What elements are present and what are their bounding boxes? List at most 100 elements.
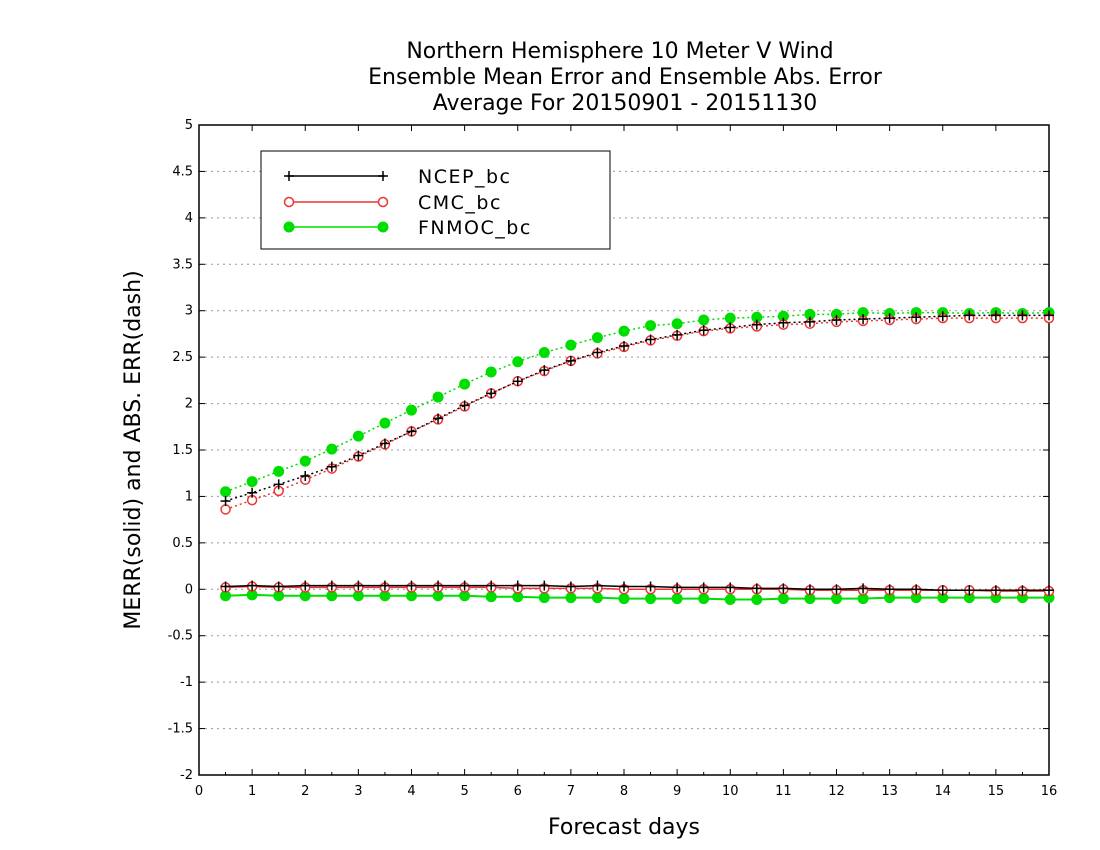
- abserr-point-ncep_bc: [486, 388, 497, 399]
- abserr-point-fnmoc_bc: [352, 430, 364, 442]
- legend-marker-ncep_bc: [378, 171, 388, 181]
- legend-marker-fnmoc_bc: [377, 221, 389, 233]
- merr-point-ncep_bc: [539, 580, 550, 591]
- merr-point-ncep_bc: [858, 583, 869, 594]
- abserr-point-fnmoc_bc: [565, 339, 577, 351]
- merr-point-fnmoc_bc: [671, 593, 683, 605]
- x-tick-label: 14: [934, 784, 951, 799]
- y-tick-label: -1: [180, 675, 193, 690]
- merr-point-ncep_bc: [698, 582, 709, 593]
- x-tick-label: 3: [354, 784, 362, 799]
- y-tick-label: 0.5: [172, 536, 193, 551]
- merr-point-ncep_bc: [433, 580, 444, 591]
- legend: NCEP_bc CMC_bc FNMOC_bc: [260, 150, 611, 250]
- abserr-point-ncep_bc: [326, 461, 337, 472]
- x-tick-label: 9: [673, 784, 681, 799]
- title-line-3: Average For 20150901 - 20151130: [433, 91, 818, 116]
- y-tick-label: 3.5: [172, 257, 193, 272]
- x-axis-ticks: 0 1 2 3 4 5 6 7 8 9 10 11 12 13 14 15 16: [195, 125, 1057, 799]
- abserr-point-ncep_bc: [831, 315, 842, 325]
- merr-point-ncep_bc: [911, 584, 922, 595]
- legend-marker-fnmoc_bc: [283, 221, 295, 233]
- merr-point-fnmoc_bc: [538, 592, 550, 604]
- merr-point-fnmoc_bc: [645, 593, 657, 605]
- merr-point-ncep_bc: [645, 581, 656, 592]
- abserr-point-ncep_bc: [619, 341, 629, 351]
- abserr-point-ncep_bc: [698, 325, 709, 336]
- abserr-point-ncep_bc: [645, 334, 656, 345]
- abserr-point-ncep_bc: [459, 400, 470, 411]
- abserr-point-ncep_bc: [247, 487, 258, 498]
- x-tick-label: 2: [301, 784, 309, 799]
- abserr-point-fnmoc_bc: [273, 465, 285, 477]
- abserr-point-fnmoc_bc: [512, 356, 524, 368]
- legend-item-cmc_bc: CMC_bc: [283, 192, 502, 214]
- abserr-point-fnmoc_bc: [459, 378, 471, 390]
- y-tick-label: 0: [185, 582, 193, 597]
- merr-point-ncep_bc: [619, 581, 629, 592]
- abserr-point-ncep_bc: [911, 312, 922, 323]
- y-tick-label: 1.5: [172, 443, 193, 458]
- abserr-point-ncep_bc: [1017, 310, 1028, 321]
- merr-point-ncep_bc: [592, 580, 603, 591]
- merr-point-ncep_bc: [273, 581, 284, 592]
- abserr-point-fnmoc_bc: [724, 312, 736, 324]
- x-axis-label: Forecast days: [548, 815, 700, 840]
- legend-label-ncep_bc: NCEP_bc: [418, 166, 511, 188]
- x-tick-label: 1: [248, 784, 256, 799]
- merr-point-fnmoc_bc: [751, 594, 763, 605]
- x-tick-label: 0: [195, 784, 203, 799]
- abserr-point-ncep_bc: [565, 355, 576, 366]
- merr-point-ncep_bc: [512, 580, 523, 591]
- merr-point-ncep_bc: [406, 580, 417, 591]
- merr-line-fnmoc_bc: [225, 593, 1049, 601]
- abserr-point-ncep_bc: [1044, 310, 1054, 321]
- series-fnmoc_bc: [220, 307, 1055, 605]
- merr-point-ncep_bc: [672, 582, 683, 593]
- abserr-point-ncep_bc: [804, 316, 815, 327]
- y-tick-label: 3: [185, 304, 193, 319]
- legend-item-fnmoc_bc: FNMOC_bc: [283, 217, 530, 239]
- abserr-point-fnmoc_bc: [379, 417, 391, 429]
- merr-point-ncep_bc: [300, 580, 311, 591]
- abserr-point-fnmoc_bc: [299, 455, 311, 467]
- merr-point-ncep_bc: [990, 585, 1001, 596]
- y-tick-label: -2: [180, 768, 193, 783]
- abserr-point-ncep_bc: [884, 313, 895, 324]
- abserr-line-cmc_bc: [225, 317, 1049, 511]
- abserr-line-ncep_bc: [225, 314, 1049, 502]
- abserr-point-ncep_bc: [751, 319, 762, 330]
- abserr-point-ncep_bc: [725, 322, 736, 333]
- merr-point-ncep_bc: [379, 580, 390, 591]
- abserr-point-fnmoc_bc: [538, 347, 550, 358]
- merr-point-ncep_bc: [937, 585, 948, 596]
- abserr-point-ncep_bc: [273, 479, 284, 490]
- abserr-point-ncep_bc: [353, 450, 364, 461]
- x-tick-label: 11: [775, 784, 792, 799]
- merr-point-fnmoc_bc: [777, 593, 789, 605]
- abserr-point-ncep_bc: [433, 413, 444, 424]
- merr-point-ncep_bc: [353, 580, 364, 591]
- abserr-point-ncep_bc: [778, 317, 789, 328]
- y-tick-label: 5: [185, 118, 193, 133]
- abserr-point-fnmoc_bc: [591, 332, 603, 344]
- abserr-point-ncep_bc: [990, 310, 1001, 321]
- legend-marker-ncep_bc: [284, 171, 294, 181]
- abserr-point-fnmoc_bc: [618, 325, 630, 337]
- abserr-point-fnmoc_bc: [406, 404, 417, 416]
- abserr-point-ncep_bc: [220, 496, 231, 507]
- y-tick-label: 2: [185, 397, 193, 412]
- abserr-point-fnmoc_bc: [485, 366, 497, 378]
- merr-point-fnmoc_bc: [565, 592, 577, 604]
- merr-point-ncep_bc: [804, 584, 815, 595]
- abserr-point-ncep_bc: [300, 471, 311, 481]
- title-line-2: Ensemble Mean Error and Ensemble Abs. Er…: [368, 65, 883, 90]
- merr-point-ncep_bc: [1044, 585, 1054, 596]
- abserr-point-fnmoc_bc: [326, 443, 338, 455]
- x-tick-label: 13: [881, 784, 898, 799]
- legend-box: [260, 150, 611, 250]
- y-axis-ticks: 5 4.5 4 3.5 3 2.5 2 1.5 1 0.5 0 -0.5 -1 -1.5 -2: [168, 118, 1049, 783]
- abserr-point-ncep_bc: [406, 426, 417, 437]
- x-tick-label: 15: [988, 784, 1005, 799]
- legend-label-cmc_bc: CMC_bc: [418, 192, 502, 214]
